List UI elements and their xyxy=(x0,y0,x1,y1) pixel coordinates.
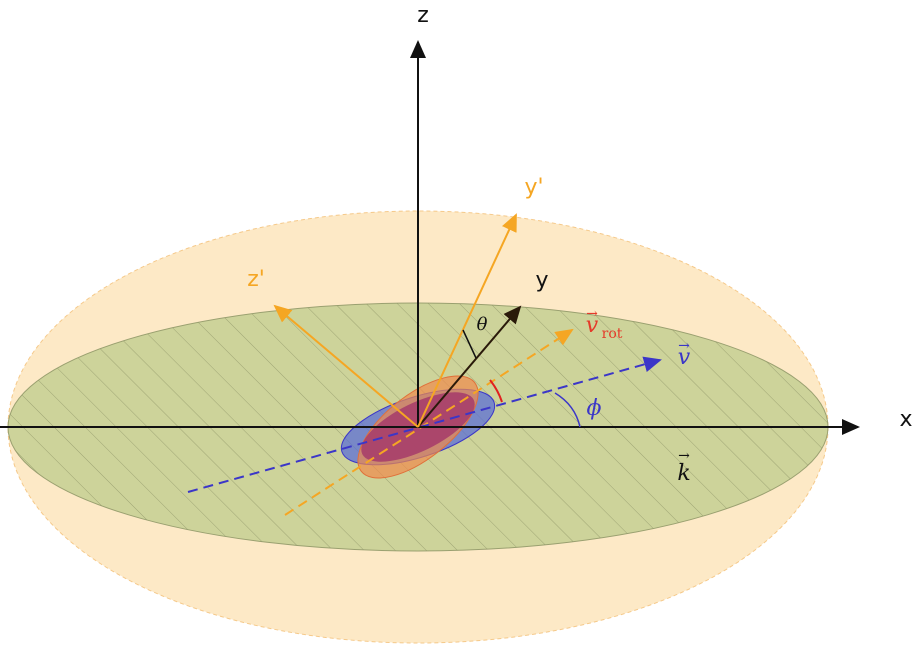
y-axis xyxy=(417,305,522,428)
k-arrow-glyph: → xyxy=(678,448,690,464)
v-rot-line xyxy=(284,328,574,516)
z-prime-axis xyxy=(273,304,419,428)
z-axis-label: z xyxy=(417,3,429,28)
v-rot-label: v xyxy=(586,313,599,338)
theta-arc xyxy=(462,329,477,359)
z-prime-label: z' xyxy=(247,267,265,292)
y-axis-label: y xyxy=(535,268,548,293)
x-axis-label: x xyxy=(899,407,912,432)
v-arrow-glyph: → xyxy=(678,338,690,354)
v-label: v xyxy=(678,345,691,370)
y-prime-axis xyxy=(417,213,517,428)
v-rot-subscript: rot xyxy=(602,326,623,342)
v-rot-arrow-glyph: → xyxy=(586,306,598,322)
k-label: k xyxy=(677,461,690,486)
phi-label: ϕ xyxy=(587,396,602,421)
y-prime-label: y' xyxy=(524,175,543,200)
phi-arc xyxy=(554,392,581,428)
rotation-arc xyxy=(489,379,503,403)
theta-label: θ xyxy=(477,314,488,335)
